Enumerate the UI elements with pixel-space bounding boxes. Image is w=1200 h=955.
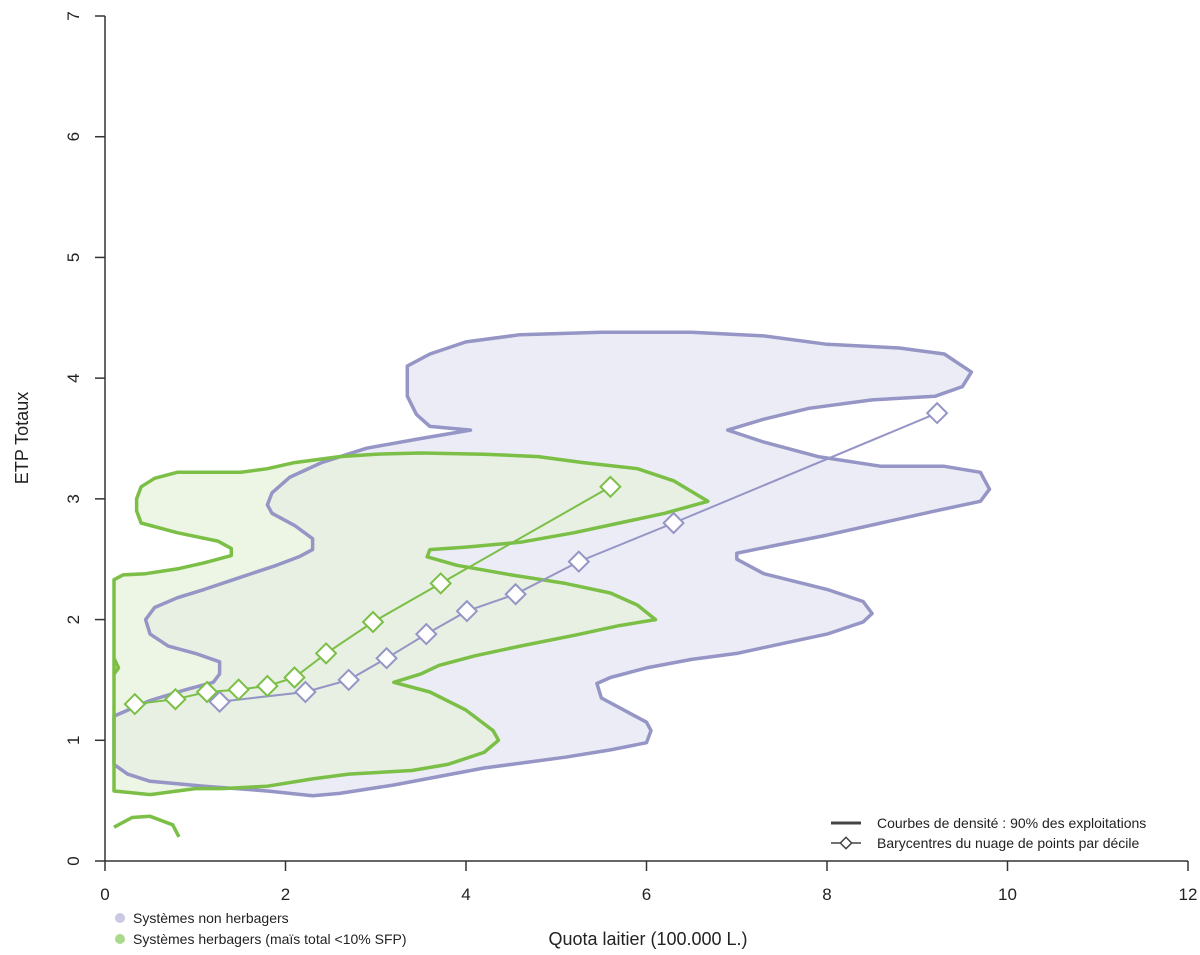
- non_herbagers-barycentre-point: [414, 622, 438, 646]
- herbagers-density-contour-0: [112, 451, 710, 797]
- herbagers-barycentre-line: [134, 485, 611, 706]
- legend-non-herbagers-dot: [115, 913, 125, 923]
- herbagers-barycentre-point: [123, 692, 147, 716]
- non_herbagers-barycentre-line: [219, 412, 938, 703]
- non_herbagers-barycentre-point: [294, 680, 317, 704]
- y-tick-label: 2: [64, 615, 83, 624]
- legend-barycentre-label: Barycentres du nuage de points par décil…: [877, 835, 1139, 851]
- density-contour-layer: [112, 330, 992, 838]
- x-tick-label: 0: [100, 885, 109, 904]
- y-tick-label: 3: [64, 494, 83, 503]
- x-tick-label: 2: [281, 885, 290, 904]
- herbagers-barycentre-point: [164, 687, 187, 711]
- y-tick-label: 5: [64, 253, 83, 262]
- y-axis-title: ETP Totaux: [12, 392, 32, 484]
- herbagers-barycentre-point: [256, 674, 279, 698]
- y-tick-label: 0: [64, 856, 83, 865]
- y-tick-label: 1: [64, 736, 83, 745]
- non_herbagers-barycentre-point: [567, 550, 591, 573]
- legend-herbagers-label: Systèmes herbagers (maïs total <10% SFP): [133, 931, 407, 947]
- herbagers-barycentre-point: [195, 680, 219, 704]
- herbagers-density-contour-1: [112, 657, 121, 675]
- x-tick-label: 10: [998, 885, 1017, 904]
- non_herbagers-barycentre-point: [455, 599, 479, 623]
- non_herbagers-barycentre-point: [375, 646, 398, 670]
- herbagers-barycentre-point: [361, 610, 385, 634]
- y-tick-label: 7: [64, 11, 83, 20]
- density-fill-layer: [114, 332, 990, 796]
- non_herbagers-barycentre-point: [504, 582, 527, 606]
- herbagers-barycentre-point: [227, 678, 250, 701]
- herbagers-barycentre-point: [314, 642, 338, 665]
- y-tick-label: 4: [64, 373, 83, 382]
- non_herbagers-density-contour-0: [112, 330, 992, 798]
- legend: Courbes de densité : 90% des exploitatio…: [831, 815, 1146, 851]
- legend-barycentre-diamond-symbol: [839, 836, 853, 850]
- x-tick-label: 6: [642, 885, 651, 904]
- y-tick-label: 6: [64, 132, 83, 141]
- non_herbagers-barycentre-point: [925, 401, 949, 425]
- x-tick-label: 8: [822, 885, 831, 904]
- non_herbagers-barycentre-point: [662, 511, 685, 535]
- series-legend: Systèmes non herbagers Systèmes herbager…: [115, 910, 407, 947]
- herbagers-density-fill-0: [114, 453, 708, 795]
- non_herbagers-barycentre-point: [337, 668, 361, 692]
- barycentre-layer: [123, 401, 949, 716]
- herbagers-density-contour-2: [113, 814, 181, 838]
- legend-herbagers-dot: [115, 934, 125, 944]
- legend-density-label: Courbes de densité : 90% des exploitatio…: [877, 815, 1146, 831]
- non_herbagers-barycentre-point: [208, 690, 231, 714]
- herbagers-barycentre-point: [429, 572, 453, 595]
- herbagers-barycentre-point: [283, 666, 306, 689]
- x-tick-label: 12: [1179, 885, 1198, 904]
- x-tick-label: 4: [461, 885, 470, 904]
- legend-non-herbagers-label: Systèmes non herbagers: [133, 910, 289, 926]
- herbagers-barycentre-point: [599, 475, 622, 499]
- x-axis-title: Quota laitier (100.000 L.): [548, 929, 747, 949]
